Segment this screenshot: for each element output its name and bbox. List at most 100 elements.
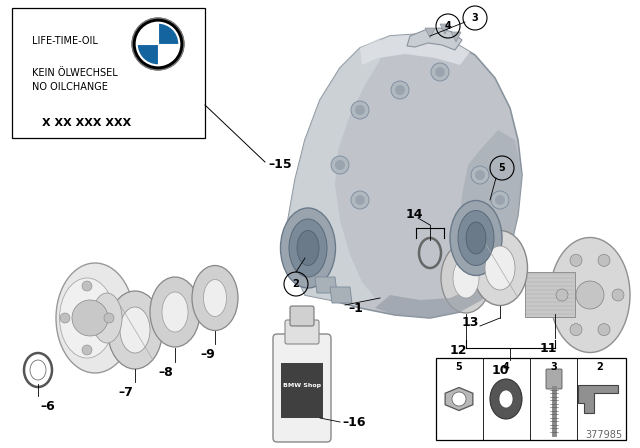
Text: 2: 2 xyxy=(292,279,300,289)
Polygon shape xyxy=(315,277,337,293)
Circle shape xyxy=(351,191,369,209)
Text: –9: –9 xyxy=(200,348,215,361)
Text: 377985: 377985 xyxy=(585,430,622,440)
Ellipse shape xyxy=(108,291,163,369)
Circle shape xyxy=(391,81,409,99)
Bar xyxy=(525,272,575,317)
FancyBboxPatch shape xyxy=(290,306,314,326)
Text: –7: –7 xyxy=(118,386,133,399)
Text: –6: –6 xyxy=(40,400,55,413)
Circle shape xyxy=(475,170,485,180)
Bar xyxy=(436,358,626,440)
Text: 3: 3 xyxy=(472,13,478,23)
Ellipse shape xyxy=(472,231,527,306)
Circle shape xyxy=(104,313,114,323)
Text: KEIN ÖLWECHSEL: KEIN ÖLWECHSEL xyxy=(32,68,118,78)
Circle shape xyxy=(612,289,624,301)
Polygon shape xyxy=(458,130,522,295)
Ellipse shape xyxy=(458,211,494,266)
Circle shape xyxy=(576,281,604,309)
Circle shape xyxy=(72,300,108,336)
Circle shape xyxy=(495,195,505,205)
Ellipse shape xyxy=(92,293,122,343)
Circle shape xyxy=(598,323,610,336)
Ellipse shape xyxy=(192,266,238,331)
Ellipse shape xyxy=(297,231,319,266)
Text: –16: –16 xyxy=(342,415,365,428)
Text: 10: 10 xyxy=(492,364,509,377)
Circle shape xyxy=(335,160,345,170)
Ellipse shape xyxy=(150,277,200,347)
Polygon shape xyxy=(407,28,462,50)
Circle shape xyxy=(570,323,582,336)
Circle shape xyxy=(331,156,349,174)
Circle shape xyxy=(556,289,568,301)
Ellipse shape xyxy=(441,243,491,313)
Text: 4: 4 xyxy=(502,362,509,372)
Ellipse shape xyxy=(453,258,479,298)
Circle shape xyxy=(82,281,92,291)
Text: X XX XXX XXX: X XX XXX XXX xyxy=(42,118,131,128)
Ellipse shape xyxy=(30,360,46,380)
Text: 4: 4 xyxy=(445,21,451,31)
Circle shape xyxy=(355,105,365,115)
Polygon shape xyxy=(288,38,380,305)
Text: 3: 3 xyxy=(550,362,557,372)
Polygon shape xyxy=(578,385,618,413)
Text: LIFE-TIME-OIL: LIFE-TIME-OIL xyxy=(32,36,98,46)
Wedge shape xyxy=(137,44,158,65)
Text: 12: 12 xyxy=(449,344,467,357)
Text: 14: 14 xyxy=(406,208,424,221)
Circle shape xyxy=(60,313,70,323)
Text: –1: –1 xyxy=(348,302,363,314)
Ellipse shape xyxy=(490,379,522,419)
Polygon shape xyxy=(425,28,435,38)
Text: 5: 5 xyxy=(456,362,462,372)
Ellipse shape xyxy=(550,237,630,353)
Bar xyxy=(281,363,323,418)
Circle shape xyxy=(471,166,489,184)
Circle shape xyxy=(395,85,405,95)
Ellipse shape xyxy=(280,208,335,288)
FancyBboxPatch shape xyxy=(285,320,319,344)
Wedge shape xyxy=(137,23,158,44)
Text: BMW Shop: BMW Shop xyxy=(283,383,321,388)
Text: –8: –8 xyxy=(158,366,173,379)
Text: 11: 11 xyxy=(540,342,557,355)
Ellipse shape xyxy=(499,390,513,408)
Ellipse shape xyxy=(60,278,115,358)
Text: 5: 5 xyxy=(499,163,506,173)
Circle shape xyxy=(431,63,449,81)
Ellipse shape xyxy=(466,222,486,254)
FancyBboxPatch shape xyxy=(273,334,331,442)
Text: 13: 13 xyxy=(462,316,479,329)
Wedge shape xyxy=(158,44,179,65)
Circle shape xyxy=(132,18,184,70)
Circle shape xyxy=(82,345,92,355)
Circle shape xyxy=(355,195,365,205)
Text: –15: –15 xyxy=(268,158,292,171)
Polygon shape xyxy=(360,34,470,65)
Ellipse shape xyxy=(120,307,150,353)
Polygon shape xyxy=(451,32,461,42)
Circle shape xyxy=(491,191,509,209)
Polygon shape xyxy=(375,258,498,318)
Circle shape xyxy=(570,254,582,267)
Ellipse shape xyxy=(289,219,327,277)
Circle shape xyxy=(452,392,466,406)
Bar xyxy=(12,8,205,138)
FancyBboxPatch shape xyxy=(546,369,562,389)
Circle shape xyxy=(351,101,369,119)
Circle shape xyxy=(598,254,610,267)
Wedge shape xyxy=(158,23,179,44)
Polygon shape xyxy=(330,287,352,303)
Ellipse shape xyxy=(204,280,227,316)
Polygon shape xyxy=(288,34,522,318)
Text: NO OILCHANGE: NO OILCHANGE xyxy=(32,82,108,92)
Polygon shape xyxy=(440,24,450,34)
Text: 2: 2 xyxy=(596,362,604,372)
Polygon shape xyxy=(445,388,473,410)
Ellipse shape xyxy=(450,201,502,276)
Ellipse shape xyxy=(162,292,188,332)
Ellipse shape xyxy=(485,246,515,290)
